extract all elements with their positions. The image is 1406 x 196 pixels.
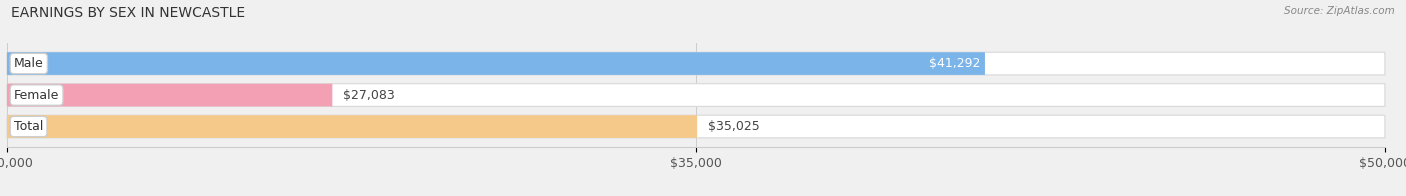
FancyBboxPatch shape [7,52,986,75]
FancyBboxPatch shape [7,84,332,106]
Text: Total: Total [14,120,44,133]
FancyBboxPatch shape [7,84,1385,106]
Text: Female: Female [14,89,59,102]
Text: $27,083: $27,083 [343,89,395,102]
FancyBboxPatch shape [7,115,697,138]
FancyBboxPatch shape [7,52,1385,75]
Text: $41,292: $41,292 [929,57,981,70]
Text: Source: ZipAtlas.com: Source: ZipAtlas.com [1284,6,1395,16]
FancyBboxPatch shape [7,115,1385,138]
Text: $35,025: $35,025 [709,120,759,133]
Text: EARNINGS BY SEX IN NEWCASTLE: EARNINGS BY SEX IN NEWCASTLE [11,6,246,20]
Text: Male: Male [14,57,44,70]
